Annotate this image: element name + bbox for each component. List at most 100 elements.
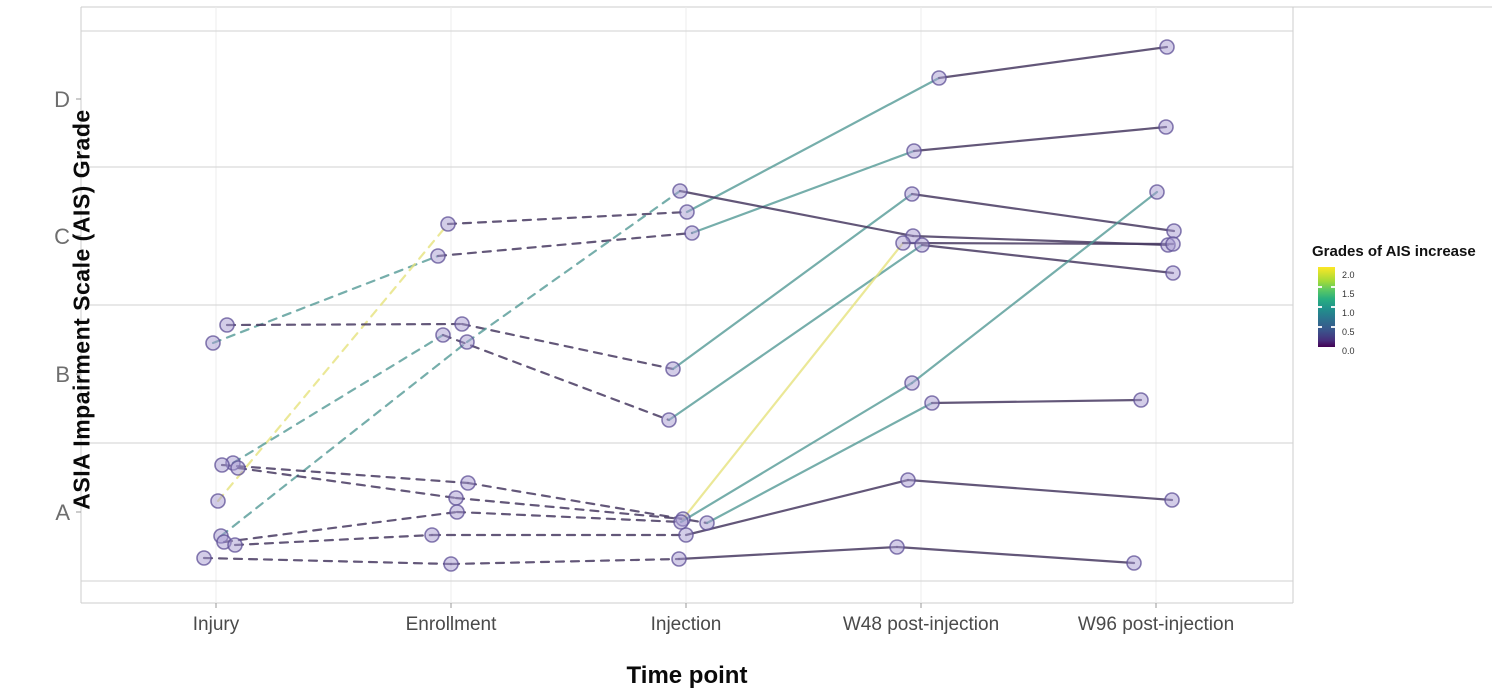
patient-P7-point — [448, 490, 464, 506]
patient-P8-point — [673, 514, 689, 530]
patient-P10-point — [443, 556, 459, 572]
patient-P7-segment — [681, 241, 905, 521]
y-axis-title: ASIA Impairment Scale (AIS) Grade — [68, 109, 95, 510]
patient-P1-segment — [211, 254, 440, 345]
patient-P8-segment — [910, 190, 1159, 385]
legend-grades-of-ais-increase: Grades of AIS increase 2.0 1.5 1.0 0.5 0.0 — [1312, 243, 1498, 356]
patient-P4-segment — [465, 189, 682, 344]
patient-P4-segment — [219, 340, 469, 538]
patient-P5-point — [661, 412, 677, 428]
patient-P6-point — [460, 475, 476, 491]
patient-P2-segment — [685, 76, 941, 214]
patient-P9-point — [900, 472, 916, 488]
patient-P6-point — [1133, 392, 1149, 408]
patient-P5-segment — [231, 333, 445, 465]
patient-P1-segment — [436, 231, 694, 258]
patient-P2-point — [440, 216, 456, 232]
patient-P9-segment — [233, 533, 434, 547]
x-tick-label: W96 post-injection — [1078, 614, 1234, 635]
patient-P5-segment — [920, 243, 1175, 275]
x-tick-label: Injection — [651, 614, 722, 635]
x-tick-label: W48 post-injection — [843, 614, 999, 635]
y-tick-label: B — [55, 362, 70, 387]
patient-P4-point — [672, 183, 688, 199]
legend-tick-label: 1.0 — [1342, 308, 1355, 318]
patient-P6-point — [699, 515, 715, 531]
patient-P2-point — [1159, 39, 1175, 55]
patient-P1-segment — [690, 149, 916, 235]
patient-P10-segment — [202, 556, 453, 566]
patient-P10-point — [1126, 555, 1142, 571]
patient-P5-segment — [441, 333, 671, 422]
patient-P7-point — [1165, 236, 1181, 252]
patient-P10-point — [196, 550, 212, 566]
patient-P6-segment — [466, 481, 709, 525]
patient-P10-segment — [449, 557, 681, 566]
patient-P3-point — [219, 317, 235, 333]
x-tick-label: Injury — [193, 614, 240, 635]
patient-P8-segment — [679, 381, 914, 524]
patient-P6-segment — [930, 398, 1143, 405]
patient-P5-point — [435, 327, 451, 343]
patient-P8-point — [904, 375, 920, 391]
patient-P10-segment — [895, 545, 1136, 565]
patient-P6-segment — [705, 401, 934, 525]
y-tick-label: D — [54, 87, 70, 112]
patient-P8-point — [449, 504, 465, 520]
legend-colorbar — [1318, 267, 1335, 347]
patient-P3-segment — [225, 322, 464, 327]
x-axis-title: Time point — [626, 662, 748, 689]
patient-P2-point — [931, 70, 947, 86]
legend-tick-label: 0.0 — [1342, 346, 1355, 356]
patient-P1-point — [205, 335, 221, 351]
x-tick-label: Enrollment — [406, 614, 498, 635]
patient-P10-point — [889, 539, 905, 555]
patient-P2-point — [210, 493, 226, 509]
patient-P3-point — [1166, 223, 1182, 239]
patient-P7-point — [230, 460, 246, 476]
patient-P1-point — [430, 248, 446, 264]
patient-P3-point — [454, 316, 470, 332]
patient-P3-point — [665, 361, 681, 377]
patient-P8-segment — [455, 510, 683, 524]
patient-P9-point — [678, 527, 694, 543]
patient-P3-segment — [460, 322, 675, 371]
y-tick-label: A — [55, 500, 70, 525]
patient-P1-point — [684, 225, 700, 241]
patient-P6-point — [924, 395, 940, 411]
legend-tick-label: 0.5 — [1342, 327, 1355, 337]
patient-P9-segment — [906, 478, 1174, 502]
patient-P1-point — [906, 143, 922, 159]
patient-P3-segment — [671, 192, 914, 371]
patient-P5-point — [914, 237, 930, 253]
y-tick-label: C — [54, 224, 70, 249]
patient-P6-segment — [220, 463, 470, 485]
patient-P4-point — [459, 334, 475, 350]
patient-P7-segment — [901, 241, 1175, 246]
patient-P3-segment — [910, 192, 1176, 233]
patient-P2-segment — [446, 210, 689, 226]
patient-P9-point — [1164, 492, 1180, 508]
patient-P9-segment — [684, 478, 910, 537]
patient-P1-point — [1158, 119, 1174, 135]
patient-P2-point — [679, 204, 695, 220]
patient-P5-segment — [667, 243, 924, 422]
patient-P2-segment — [937, 45, 1169, 80]
patient-P7-segment — [236, 466, 458, 500]
patient-P1-segment — [912, 125, 1168, 153]
patient-P8-segment — [222, 510, 459, 544]
patient-P10-point — [671, 551, 687, 567]
patient-P8-point — [1149, 184, 1165, 200]
patient-P3-point — [904, 186, 920, 202]
legend-tick-label: 2.0 — [1342, 270, 1355, 280]
patient-P5-point — [1165, 265, 1181, 281]
patient-P2-segment — [216, 222, 450, 503]
patient-P6-point — [214, 457, 230, 473]
patient-P7-segment — [454, 496, 685, 521]
patient-P9-point — [227, 537, 243, 553]
patient-P9-point — [424, 527, 440, 543]
patient-P7-point — [895, 235, 911, 251]
legend-title: Grades of AIS increase — [1312, 243, 1476, 260]
